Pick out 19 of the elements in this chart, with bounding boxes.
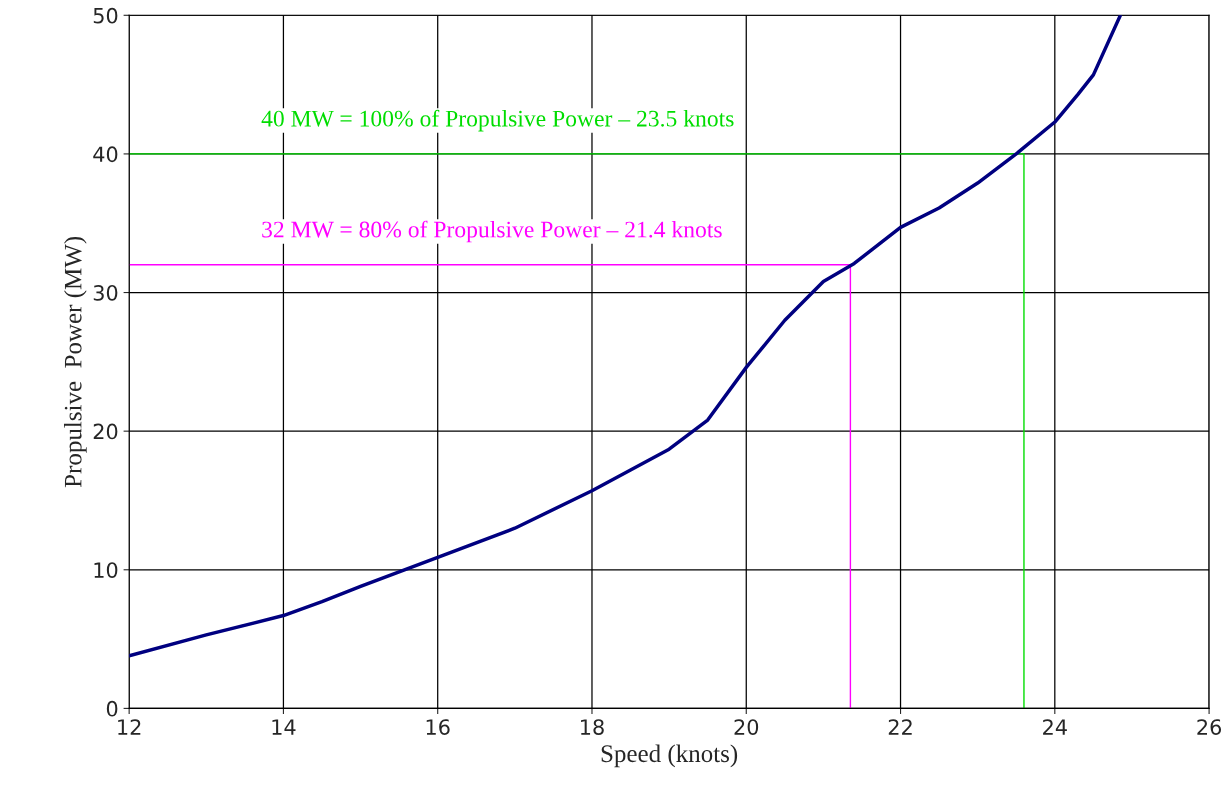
y-tick-label: 0 bbox=[106, 700, 118, 717]
x-axis-title: Speed (knots) bbox=[601, 744, 738, 768]
x-tick-label: 14 bbox=[272, 719, 296, 735]
x-tick-label: 26 bbox=[1197, 719, 1222, 735]
annotation: 32 MW = 80% of Propulsive Power – 21.4 knots bbox=[262, 220, 722, 243]
y-axis-title: Propulsive Power (MW) bbox=[64, 236, 87, 488]
line-series bbox=[129, 15, 1123, 658]
x-tick-label: 24 bbox=[1043, 719, 1067, 735]
y-tick-label: 30 bbox=[93, 284, 118, 301]
y-tick-label: 10 bbox=[94, 562, 118, 578]
y-tick-label: 20 bbox=[93, 423, 118, 440]
x-tick-label: 18 bbox=[581, 719, 604, 735]
x-tick-label: 22 bbox=[888, 719, 912, 735]
annotation: 40 MW = 100% of Propulsive Power – 23.5 knots bbox=[261, 109, 734, 132]
x-tick-label: 12 bbox=[118, 719, 141, 735]
y-tick-label: 40 bbox=[93, 146, 118, 163]
x-tick-label: 16 bbox=[426, 719, 450, 735]
x-tick-label: 20 bbox=[734, 719, 759, 735]
y-tick-label: 50 bbox=[93, 7, 118, 24]
